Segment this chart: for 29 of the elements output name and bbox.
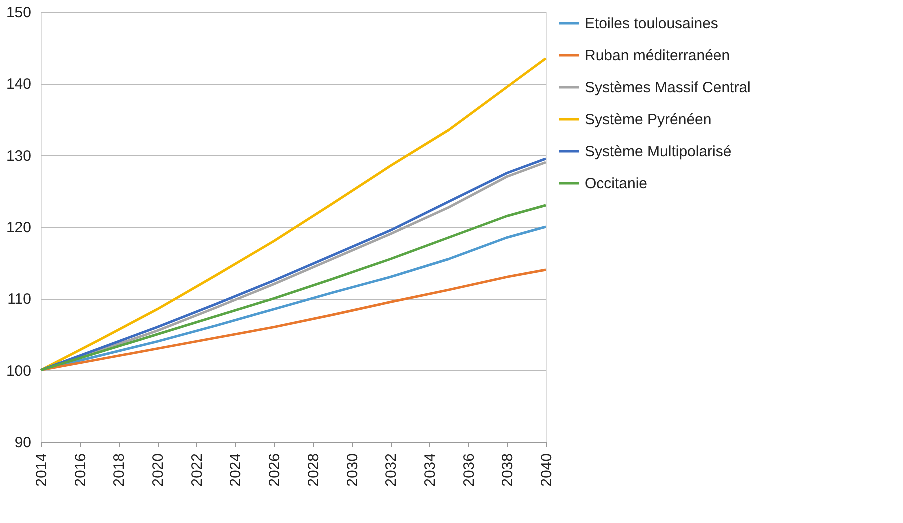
x-tick-label: 2020 — [150, 454, 168, 487]
legend-label: Systèmes Massif Central — [585, 80, 751, 96]
y-tick-label: 120 — [6, 220, 32, 236]
x-tick-label: 2030 — [344, 454, 362, 487]
legend-label: Etoiles toulousaines — [585, 16, 718, 32]
x-tick-label: 2016 — [72, 454, 90, 487]
legend-label: Ruban méditerranéen — [585, 48, 730, 64]
x-tick-label: 2040 — [538, 454, 556, 487]
legend-label: Système Multipolarisé — [585, 144, 732, 160]
legend-label: Occitanie — [585, 176, 648, 192]
line-series — [40, 57, 548, 372]
x-tick-label: 2036 — [460, 454, 478, 487]
y-tick-label: 100 — [6, 362, 32, 380]
y-tick-label: 90 — [14, 434, 32, 452]
x-tick-label: 2034 — [422, 454, 439, 487]
x-tick-label: 2028 — [305, 454, 322, 487]
x-tick-label: 2018 — [111, 454, 128, 487]
y-tick-label: 150 — [6, 4, 32, 22]
x-tick-label: 2032 — [383, 454, 400, 487]
x-tick-label: 2022 — [188, 454, 206, 487]
legend-label: Système Pyrénéen — [585, 112, 712, 128]
x-tick-label: 2026 — [266, 454, 284, 487]
y-tick-label: 110 — [8, 291, 32, 308]
x-tick-label: 2038 — [500, 454, 517, 487]
x-tick-label: 2014 — [34, 454, 50, 487]
x-tick-label: 2024 — [228, 454, 245, 487]
y-tick-label: 130 — [6, 148, 32, 165]
line-series — [40, 268, 548, 372]
y-tick-label: 140 — [6, 76, 32, 94]
